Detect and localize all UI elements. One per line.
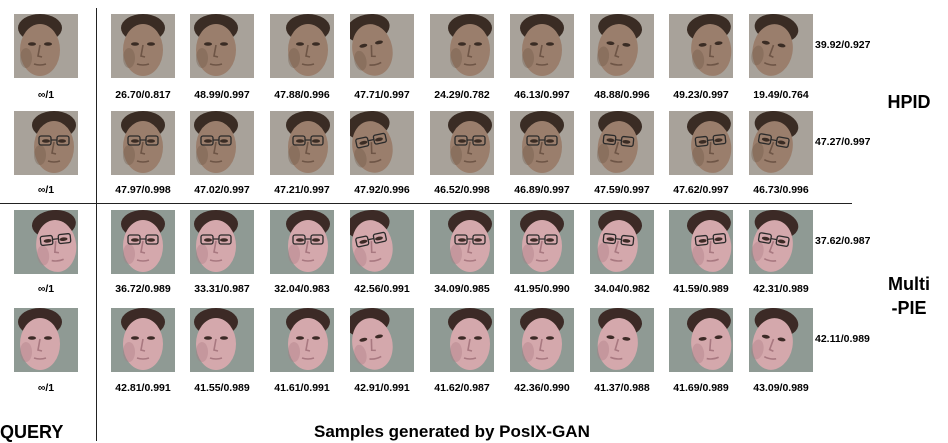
generated-face-image	[749, 14, 813, 78]
row-average-score: 39.92/0.927	[815, 39, 871, 51]
sample-score-caption: 33.31/0.987	[194, 283, 250, 295]
generated-face-image	[430, 14, 494, 78]
sample-score-caption: 42.91/0.991	[354, 382, 410, 394]
generated-face-image	[510, 308, 574, 372]
sample-score-caption: 47.71/0.997	[354, 89, 410, 101]
generated-face-image	[190, 111, 254, 175]
generated-face-image	[590, 308, 654, 372]
sample-score-caption: 46.89/0.997	[514, 184, 570, 196]
sample-score-caption: 47.59/0.997	[594, 184, 650, 196]
generated-face-image	[749, 111, 813, 175]
sample-score-caption: 41.61/0.991	[274, 382, 330, 394]
generated-face-image	[190, 14, 254, 78]
sample-score-caption: 36.72/0.989	[115, 283, 171, 295]
generated-face-image	[111, 210, 175, 274]
sample-score-caption: 42.56/0.991	[354, 283, 410, 295]
sample-score-caption: 41.59/0.989	[673, 283, 729, 295]
generated-face-image	[190, 210, 254, 274]
sample-score-caption: 43.09/0.989	[753, 382, 809, 394]
sample-score-caption: 48.88/0.996	[594, 89, 650, 101]
query-face-image	[14, 111, 78, 175]
sample-score-caption: 24.29/0.782	[434, 89, 490, 101]
generated-face-image	[510, 210, 574, 274]
generated-face-image	[350, 210, 414, 274]
generated-face-image	[669, 308, 733, 372]
row-average-score: 37.62/0.987	[815, 235, 871, 247]
generated-face-image	[190, 308, 254, 372]
sample-score-caption: 47.88/0.996	[274, 89, 330, 101]
generated-face-image	[430, 111, 494, 175]
sample-score-caption: 46.73/0.996	[753, 184, 809, 196]
row-average-score: 47.27/0.997	[815, 136, 871, 148]
dataset-separator-line	[0, 203, 852, 204]
generated-face-image	[510, 14, 574, 78]
generated-face-image	[111, 308, 175, 372]
generated-face-image	[510, 111, 574, 175]
generated-face-image	[350, 308, 414, 372]
sample-score-caption: 47.62/0.997	[673, 184, 729, 196]
sample-score-caption: 41.62/0.987	[434, 382, 490, 394]
sample-score-caption: 42.81/0.991	[115, 382, 171, 394]
query-label: QUERY	[0, 422, 64, 442]
sample-score-caption: 46.13/0.997	[514, 89, 570, 101]
generated-face-image	[430, 210, 494, 274]
query-face-image	[14, 14, 78, 78]
generated-face-image	[270, 111, 334, 175]
sample-score-caption: 41.95/0.990	[514, 283, 570, 295]
query-caption: ∞/1	[37, 382, 55, 394]
sample-score-caption: 42.31/0.989	[753, 283, 809, 295]
generated-face-image	[270, 210, 334, 274]
sample-score-caption: 41.55/0.989	[194, 382, 250, 394]
generated-face-image	[669, 14, 733, 78]
sample-score-caption: 47.02/0.997	[194, 184, 250, 196]
row-average-score: 42.11/0.989	[815, 333, 870, 345]
sample-score-caption: 34.04/0.982	[594, 283, 650, 295]
sample-score-caption: 46.52/0.998	[434, 184, 490, 196]
query-caption: ∞/1	[37, 89, 55, 101]
generated-face-image	[590, 111, 654, 175]
generated-face-image	[669, 111, 733, 175]
query-face-image	[14, 210, 78, 274]
dataset-label-multipie: Multi -PIE	[888, 274, 930, 318]
generated-face-image	[270, 308, 334, 372]
sample-score-caption: 47.97/0.998	[115, 184, 171, 196]
generated-face-image	[270, 14, 334, 78]
generated-face-image	[749, 308, 813, 372]
generated-face-image	[111, 111, 175, 175]
generated-face-image	[749, 210, 813, 274]
generated-face-image	[430, 308, 494, 372]
generated-face-image	[350, 14, 414, 78]
query-caption: ∞/1	[37, 184, 55, 196]
sample-score-caption: 49.23/0.997	[673, 89, 729, 101]
generated-face-image	[590, 14, 654, 78]
sample-score-caption: 47.21/0.997	[274, 184, 330, 196]
sample-score-caption: 34.09/0.985	[434, 283, 490, 295]
sample-score-caption: 41.69/0.989	[673, 382, 729, 394]
sample-score-caption: 19.49/0.764	[753, 89, 809, 101]
sample-score-caption: 48.99/0.997	[194, 89, 250, 101]
sample-score-caption: 47.92/0.996	[354, 184, 410, 196]
query-face-image	[14, 308, 78, 372]
dataset-label-hpid: HPID	[887, 92, 931, 112]
query-separator-line	[96, 8, 97, 441]
sample-score-caption: 26.70/0.817	[115, 89, 171, 101]
generated-face-image	[590, 210, 654, 274]
generated-face-image	[669, 210, 733, 274]
sample-score-caption: 32.04/0.983	[274, 283, 330, 295]
generated-face-image	[350, 111, 414, 175]
footer-caption: Samples generated by PosIX-GAN	[314, 422, 590, 441]
sample-score-caption: 42.36/0.990	[514, 382, 570, 394]
generated-face-image	[111, 14, 175, 78]
query-caption: ∞/1	[37, 283, 55, 295]
sample-score-caption: 41.37/0.988	[594, 382, 650, 394]
